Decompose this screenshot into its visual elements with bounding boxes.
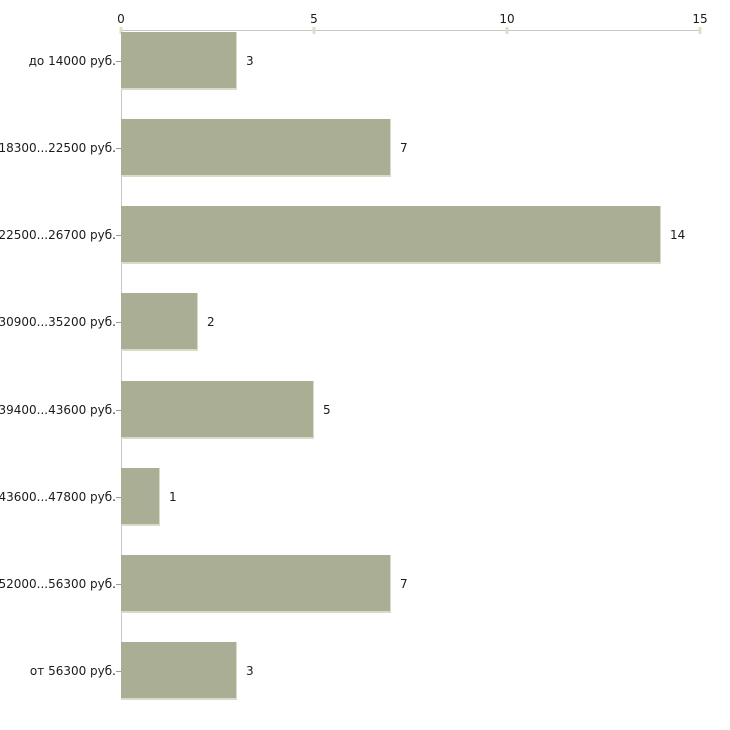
category-tick-mark-icon — [116, 61, 121, 62]
x-axis-tick-mark-icon — [119, 27, 123, 34]
category-label: 30900...35200 руб. — [0, 315, 116, 329]
value-label: 7 — [400, 141, 408, 155]
x-axis-tick-mark-icon — [698, 27, 702, 34]
value-label: 1 — [169, 490, 177, 504]
value-label: 5 — [323, 403, 331, 417]
value-label: 14 — [670, 228, 686, 242]
x-axis-tick-mark-icon — [312, 27, 316, 34]
category-tick-mark-icon — [116, 671, 121, 672]
bar — [121, 206, 661, 264]
x-axis-tick-label: 0 — [117, 12, 125, 26]
category-tick-mark-icon — [116, 497, 121, 498]
bar — [121, 381, 314, 439]
x-axis-tick-label: 15 — [692, 12, 708, 26]
category-label: до 14000 руб. — [28, 54, 116, 68]
x-axis-line — [121, 30, 701, 31]
category-label: 18300...22500 руб. — [0, 141, 116, 155]
bar — [121, 32, 237, 90]
value-label: 7 — [400, 577, 408, 591]
bar-row: 43600...47800 руб. 1 — [0, 468, 730, 526]
value-label: 2 — [207, 315, 215, 329]
bar-row: 30900...35200 руб. 2 — [0, 293, 730, 351]
category-label: 43600...47800 руб. — [0, 490, 116, 504]
category-tick-mark-icon — [116, 584, 121, 585]
bar — [121, 293, 198, 351]
bar-row: от 56300 руб. 3 — [0, 642, 730, 700]
x-axis-tick-mark-icon — [505, 27, 509, 34]
category-label: 52000...56300 руб. — [0, 577, 116, 591]
value-label: 3 — [246, 664, 254, 678]
category-tick-mark-icon — [116, 235, 121, 236]
y-axis-line — [121, 30, 122, 700]
bar-row: до 14000 руб. 3 — [0, 32, 730, 90]
bar — [121, 555, 391, 613]
bar — [121, 119, 391, 177]
category-label: от 56300 руб. — [29, 664, 116, 678]
bar-row: 39400...43600 руб. 5 — [0, 381, 730, 439]
category-label: 22500...26700 руб. — [0, 228, 116, 242]
category-tick-mark-icon — [116, 410, 121, 411]
x-axis-tick-label: 10 — [499, 12, 515, 26]
bar-row: 22500...26700 руб. 14 — [0, 206, 730, 264]
category-label: 39400...43600 руб. — [0, 403, 116, 417]
bar — [121, 468, 160, 526]
x-axis-tick-label: 5 — [310, 12, 318, 26]
bar — [121, 642, 237, 700]
category-tick-mark-icon — [116, 322, 121, 323]
bar-row: 52000...56300 руб. 7 — [0, 555, 730, 613]
category-tick-mark-icon — [116, 148, 121, 149]
bar-row: 18300...22500 руб. 7 — [0, 119, 730, 177]
value-label: 3 — [246, 54, 254, 68]
